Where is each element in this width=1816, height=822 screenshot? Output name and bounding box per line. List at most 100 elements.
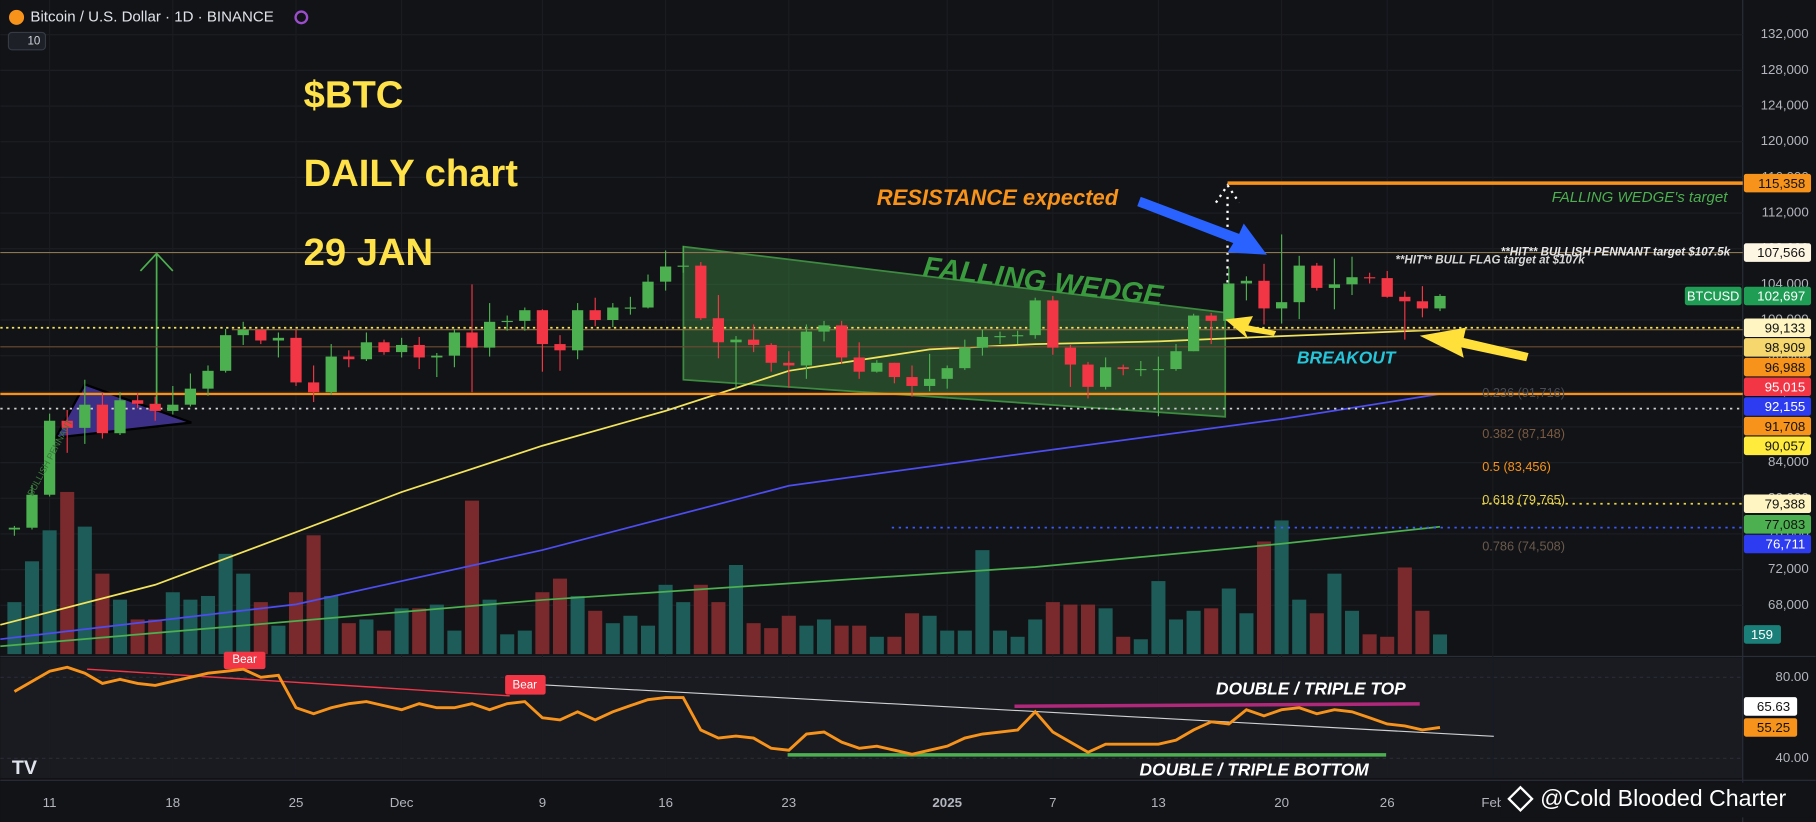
price-tag-label: 96,988 (1765, 360, 1806, 375)
ticker-text: $BTC (304, 73, 404, 116)
candle-body (1346, 277, 1358, 285)
candle-body (1275, 302, 1288, 309)
x-tick-label: 25 (289, 795, 304, 810)
candle-body (1328, 284, 1341, 288)
price-tag (1743, 286, 1812, 306)
candle-body (1258, 280, 1270, 309)
price-tag (1743, 436, 1812, 456)
candle-body (378, 342, 390, 353)
candle-body (1064, 347, 1077, 365)
volume-bar (693, 584, 708, 655)
volume-bar (1239, 613, 1254, 655)
coin-icon (9, 9, 25, 25)
volume-bar (1309, 613, 1324, 655)
x-tick-label: 18 (165, 795, 180, 810)
target-dotted-arrow (1214, 183, 1241, 204)
price-tag (1743, 338, 1812, 357)
pennant-hit-text: **HIT** BULLISH PENNANT target $107.5k (1501, 246, 1731, 258)
y-tick-label: 68,000 (1768, 597, 1809, 612)
volume-bar (1045, 602, 1060, 655)
candle-body (994, 336, 1006, 338)
bear-label: Bear (232, 654, 257, 666)
candle-body (1223, 283, 1235, 321)
candle-body (466, 332, 478, 348)
timeframe-text: DAILY chart (304, 152, 519, 195)
volume (7, 491, 1448, 655)
volume-bar (1380, 636, 1395, 655)
x-tick-label: 23 (781, 795, 796, 810)
price-tag (1743, 515, 1812, 534)
rsi-tick-label: 80.00 (1775, 669, 1808, 684)
flag-hit-text: **HIT** BULL FLAG target at $107k (1395, 255, 1585, 267)
candle-body (237, 329, 249, 336)
candle-body (413, 344, 425, 358)
price-tags: 115,358 107,566 102,697 BTCUSD 99,133 98,909 9… (1684, 173, 1812, 737)
x-tick-label: Dec (390, 795, 414, 810)
volume-bar (605, 623, 620, 655)
fib-label: 0.382 (87,148) (1482, 426, 1565, 441)
candle-body (941, 368, 953, 379)
volume-bar (1344, 610, 1360, 655)
watermark: @Cold Blooded Charter (1540, 785, 1786, 811)
breakout-text: BREAKOUT (1297, 347, 1397, 367)
volume-bar (992, 630, 1008, 655)
candle-body (43, 420, 56, 495)
volume-bar (781, 615, 796, 655)
candle-body (167, 404, 179, 411)
candle-body (202, 370, 214, 389)
volume-bar (588, 610, 603, 655)
fib-label: 0.5 (83,456) (1482, 459, 1551, 474)
volume-bar (412, 608, 427, 655)
volume-bar (658, 584, 673, 655)
candle-body (853, 357, 865, 372)
volume-bar (535, 592, 550, 655)
volume-bar (1133, 639, 1148, 655)
volume-bar (1080, 604, 1096, 655)
symbol-tag (1684, 286, 1742, 306)
candle-body (219, 335, 232, 371)
volume-bar (42, 530, 57, 655)
candle-body (1011, 335, 1024, 337)
rsi-tag (1743, 718, 1798, 737)
candle-body (1399, 296, 1411, 302)
volume-bar (112, 599, 128, 655)
price-tag-label: 91,708 (1765, 419, 1806, 434)
price-tag-label: 76,711 (1766, 537, 1806, 552)
candle-body (1135, 369, 1147, 371)
volume-bar (218, 553, 233, 655)
candle-body (677, 265, 689, 267)
candle-body (26, 494, 38, 528)
symbol-tag-label: BTCUSD (1687, 288, 1739, 303)
volume-bar (887, 636, 902, 655)
price-tag-label: 92,155 (1765, 399, 1806, 414)
candle-body (325, 356, 337, 393)
candle-body (1152, 369, 1165, 371)
volume-bar (341, 623, 356, 655)
candle-body (695, 265, 707, 319)
volume-tag-label: 159 (1751, 627, 1773, 642)
y-tick-label: 132,000 (1761, 26, 1809, 41)
candle-body (818, 325, 830, 332)
tv-logo: TV (12, 757, 37, 779)
volume-bar (1098, 608, 1113, 655)
rsi-pane (0, 657, 1743, 779)
candle-body (483, 321, 496, 348)
volume-bar (429, 604, 444, 655)
candle-body (1029, 300, 1041, 336)
volume-bar (570, 595, 585, 655)
volume-bar (940, 630, 955, 655)
levels: 0.236 (91,716) 0.382 (87,148) 0.5 (83,456)… (0, 181, 1743, 554)
volume-bar (1432, 634, 1448, 655)
volume-bar (1362, 634, 1377, 655)
volume-bar (447, 630, 462, 655)
volume-bar (1168, 619, 1184, 655)
x-tick-label: 9 (539, 795, 546, 810)
x-tick-label: 20 (1274, 795, 1289, 810)
volume-bar (1292, 599, 1307, 655)
candle-body (765, 344, 777, 363)
x-tick-label: 26 (1380, 795, 1395, 810)
price-tag-label: 79,388 (1765, 496, 1806, 511)
rsi-tick-label: 40.00 (1775, 750, 1808, 765)
candle-body (1240, 280, 1253, 284)
candle-body (888, 362, 901, 378)
